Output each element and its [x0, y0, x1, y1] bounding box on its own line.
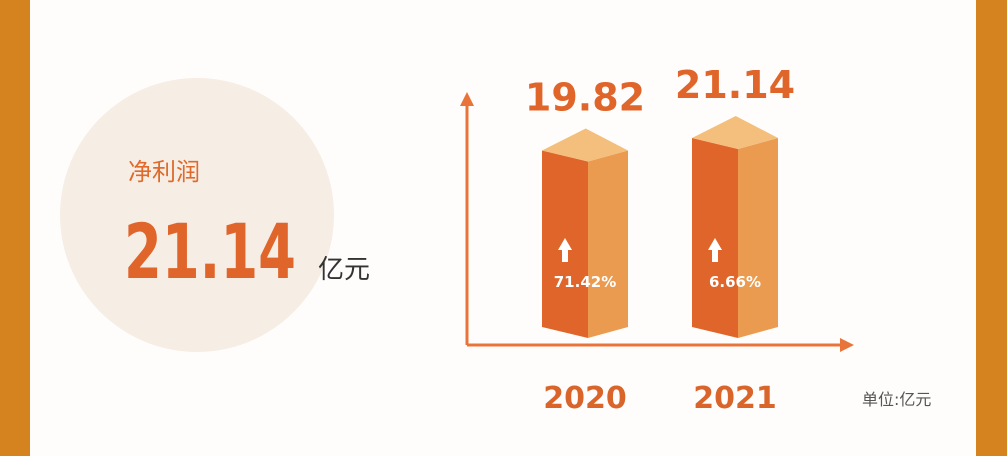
growth-label: 71.42% — [554, 273, 616, 291]
bar-side — [738, 138, 778, 338]
bar-top — [542, 128, 628, 162]
up-arrow — [708, 238, 722, 262]
growth-label: 6.66% — [709, 273, 761, 291]
up-arrow — [558, 238, 572, 262]
highlight-value: 21.14 — [124, 207, 296, 296]
value-label: 21.14 — [675, 63, 795, 107]
x-tick-label: 2021 — [693, 381, 777, 416]
bar-side — [588, 150, 628, 338]
right-border — [976, 0, 1007, 456]
x-tick-label: 2020 — [543, 381, 627, 416]
unit-note: 单位:亿元 — [862, 390, 931, 409]
highlight-circle — [60, 78, 334, 352]
highlight-unit: 亿元 — [318, 255, 370, 285]
highlight-label: 净利润 — [128, 158, 200, 186]
axes — [460, 92, 854, 352]
value-label: 19.82 — [525, 75, 645, 119]
bar — [692, 116, 778, 338]
bar — [542, 128, 628, 338]
y-arrow — [460, 92, 474, 106]
bar-top — [692, 116, 778, 149]
x-arrow — [840, 338, 854, 352]
left-border — [0, 0, 30, 456]
